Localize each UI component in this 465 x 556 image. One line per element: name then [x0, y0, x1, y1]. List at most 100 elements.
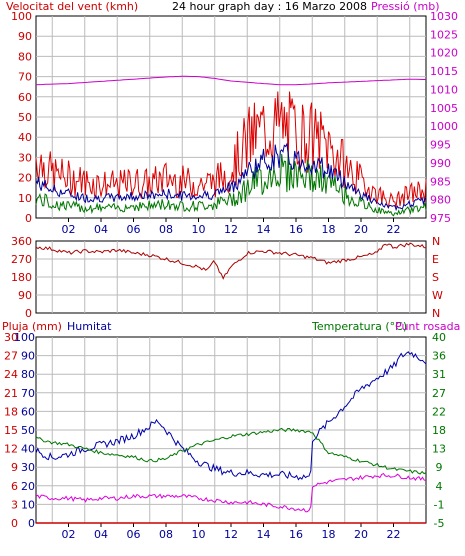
wind-x-tick-label: 22	[387, 223, 401, 236]
rain-y-tick-label: 9	[11, 461, 18, 474]
humidity-y-tick-label: 10	[21, 498, 35, 511]
wind-y-tick-label: 80	[18, 50, 32, 63]
pressure-y-tick-label: 1015	[430, 65, 458, 78]
weather-x-tick-label: 18	[322, 528, 336, 541]
wind-x-tick-label: 06	[127, 223, 141, 236]
wind-x-tick-label: 18	[322, 223, 336, 236]
dewpoint-axis-label: Punt rosada	[395, 320, 460, 333]
pressure-y-tick-label: 985	[430, 175, 451, 188]
pressure-y-tick-label: 980	[430, 194, 451, 207]
pressure-y-tick-label: 1000	[430, 120, 458, 133]
wind-y-tick-label: 70	[18, 71, 32, 84]
weather-x-tick-label: 06	[127, 528, 141, 541]
chart-panels: 0102030405060708090100975980985990995100…	[4, 10, 458, 541]
pressure-axis-label: Pressió (mb)	[371, 0, 440, 13]
pressure-series	[35, 75, 426, 86]
humidity-axis-label: Humitat	[67, 320, 112, 333]
wind-x-tick-label: 04	[94, 223, 108, 236]
pressure-y-tick-label: 1005	[430, 102, 458, 115]
rain-y-tick-label: 27	[4, 350, 18, 363]
wind-x-tick-label: 10	[192, 223, 206, 236]
direction-y-tick-label: 180	[11, 271, 32, 284]
rain-y-tick-label: 3	[11, 498, 18, 511]
wind-gust-series	[35, 91, 427, 209]
weather-x-tick-label: 12	[224, 528, 238, 541]
temperature-y-tick-label: 18	[432, 424, 446, 437]
humidity-y-tick-label: 90	[21, 350, 35, 363]
temperature-y-tick-label: 22	[432, 405, 446, 418]
temperature-y-tick-label: -5	[434, 517, 445, 530]
wind-x-tick-label: 20	[354, 223, 368, 236]
wind-y-tick-label: 10	[18, 192, 32, 205]
compass-tick-label: S	[432, 271, 439, 284]
humidity-y-tick-label: 40	[21, 443, 35, 456]
temperature-y-tick-label: 9	[436, 461, 443, 474]
wind-min-series	[35, 151, 427, 217]
direction-y-tick-label: 360	[11, 235, 32, 248]
temperature-y-tick-label: 27	[432, 387, 446, 400]
temperature-series	[35, 427, 427, 475]
humidity-y-tick-label: 50	[21, 424, 35, 437]
rain-y-tick-label: 12	[4, 443, 18, 456]
rain-y-tick-label: 24	[4, 368, 18, 381]
compass-tick-label: E	[432, 253, 439, 266]
humidity-y-tick-label: 60	[21, 405, 35, 418]
pressure-y-tick-label: 1025	[430, 28, 458, 41]
pressure-y-tick-label: 1030	[430, 10, 458, 23]
temperature-y-tick-label: 36	[432, 350, 446, 363]
wind-y-tick-label: 0	[25, 212, 32, 225]
wind-x-tick-label: 16	[289, 223, 303, 236]
weather-x-tick-label: 08	[159, 528, 173, 541]
rain-y-tick-label: 15	[4, 424, 18, 437]
weather-x-tick-label: 16	[289, 528, 303, 541]
weather-x-tick-label: 02	[62, 528, 76, 541]
humidity-series	[35, 351, 427, 481]
rain-y-tick-label: 0	[11, 517, 18, 530]
weather-x-tick-label: 20	[354, 528, 368, 541]
wind-y-tick-label: 60	[18, 91, 32, 104]
wind-y-tick-label: 100	[11, 10, 32, 23]
dewpoint-series	[35, 472, 427, 513]
humidity-y-tick-label: 30	[21, 461, 35, 474]
wind-x-tick-label: 14	[257, 223, 271, 236]
weather-x-tick-label: 14	[257, 528, 271, 541]
wind-y-tick-label: 40	[18, 131, 32, 144]
humidity-y-tick-label: 80	[21, 368, 35, 381]
weather-x-tick-label: 04	[94, 528, 108, 541]
direction-y-tick-label: 270	[11, 253, 32, 266]
wind-x-tick-label: 02	[62, 223, 76, 236]
direction-y-tick-label: 0	[25, 307, 32, 320]
wind-y-tick-label: 50	[18, 111, 32, 124]
pressure-y-tick-label: 990	[430, 157, 451, 170]
top-chart-title: 24 hour graph day : 16 Marzo 2008	[172, 0, 367, 13]
rain-y-tick-label: 21	[4, 387, 18, 400]
direction-y-tick-label: 90	[18, 289, 32, 302]
wind-avg-series	[35, 142, 427, 212]
pressure-y-tick-label: 1010	[430, 83, 458, 96]
compass-tick-label: N	[432, 235, 440, 248]
wind-y-tick-label: 20	[18, 172, 32, 185]
weather-x-tick-label: 22	[387, 528, 401, 541]
compass-tick-label: N	[432, 307, 440, 320]
rain-y-tick-label: 30	[4, 331, 18, 344]
temperature-y-tick-label: 31	[432, 368, 446, 381]
humidity-y-tick-label: 0	[28, 517, 35, 530]
wind-direction-series	[35, 242, 427, 280]
weather-x-tick-label: 10	[192, 528, 206, 541]
humidity-y-tick-label: 20	[21, 480, 35, 493]
rain-y-tick-label: 18	[4, 405, 18, 418]
pressure-y-tick-label: 995	[430, 139, 451, 152]
temperature-y-tick-label: 13	[432, 443, 446, 456]
pressure-y-tick-label: 1020	[430, 47, 458, 60]
humidity-y-tick-label: 70	[21, 387, 35, 400]
temperature-axis-label: Temperatura (°C)	[311, 320, 407, 333]
wind-y-tick-label: 30	[18, 151, 32, 164]
temperature-y-tick-label: 4	[436, 480, 443, 493]
temperature-y-tick-label: -1	[434, 498, 445, 511]
rain-axis-label: Pluja (mm)	[2, 320, 62, 333]
compass-tick-label: W	[432, 289, 443, 302]
temperature-y-tick-label: 40	[432, 331, 446, 344]
wind-x-tick-label: 12	[224, 223, 238, 236]
wind-speed-axis-label: Velocitat del vent (kmh)	[6, 0, 138, 13]
